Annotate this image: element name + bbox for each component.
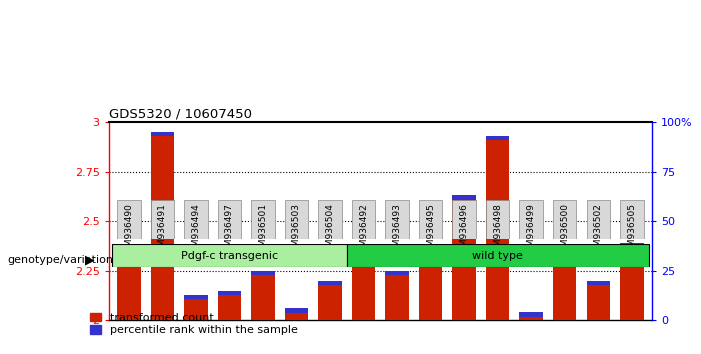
FancyBboxPatch shape bbox=[251, 200, 275, 239]
Text: GSM936493: GSM936493 bbox=[393, 203, 402, 258]
Text: GSM936491: GSM936491 bbox=[158, 203, 167, 258]
Text: GSM936492: GSM936492 bbox=[359, 203, 368, 258]
FancyBboxPatch shape bbox=[452, 200, 476, 239]
Text: GSM936501: GSM936501 bbox=[259, 203, 267, 258]
FancyBboxPatch shape bbox=[347, 244, 648, 267]
Bar bbox=[251, 275, 275, 320]
Bar bbox=[553, 263, 576, 267]
FancyBboxPatch shape bbox=[486, 200, 510, 239]
Bar bbox=[184, 299, 207, 320]
Bar bbox=[318, 285, 341, 320]
FancyBboxPatch shape bbox=[419, 200, 442, 239]
Bar bbox=[151, 132, 174, 136]
Bar bbox=[386, 275, 409, 320]
Bar bbox=[217, 291, 241, 295]
Bar bbox=[452, 195, 476, 200]
Text: GSM936490: GSM936490 bbox=[124, 203, 133, 258]
Bar bbox=[519, 317, 543, 320]
Text: GSM936500: GSM936500 bbox=[560, 203, 569, 258]
Text: GSM936496: GSM936496 bbox=[460, 203, 469, 258]
FancyBboxPatch shape bbox=[318, 200, 341, 239]
FancyBboxPatch shape bbox=[117, 200, 140, 239]
Text: GDS5320 / 10607450: GDS5320 / 10607450 bbox=[109, 108, 252, 121]
Bar bbox=[117, 253, 140, 257]
Text: Pdgf-c transgenic: Pdgf-c transgenic bbox=[181, 251, 278, 261]
Bar bbox=[452, 200, 476, 320]
Bar bbox=[386, 271, 409, 275]
FancyBboxPatch shape bbox=[587, 200, 610, 239]
Bar bbox=[587, 281, 610, 285]
FancyBboxPatch shape bbox=[620, 200, 644, 239]
FancyBboxPatch shape bbox=[386, 200, 409, 239]
Bar bbox=[352, 261, 375, 265]
FancyBboxPatch shape bbox=[519, 200, 543, 239]
Text: GSM936499: GSM936499 bbox=[526, 203, 536, 258]
FancyBboxPatch shape bbox=[184, 200, 207, 239]
Bar bbox=[620, 247, 644, 320]
Bar bbox=[620, 243, 644, 247]
Text: GSM936495: GSM936495 bbox=[426, 203, 435, 258]
FancyBboxPatch shape bbox=[553, 200, 576, 239]
Bar bbox=[587, 285, 610, 320]
Text: GSM936504: GSM936504 bbox=[325, 203, 334, 258]
Bar bbox=[352, 265, 375, 320]
Bar bbox=[486, 141, 510, 320]
Bar bbox=[419, 261, 442, 265]
Text: GSM936497: GSM936497 bbox=[225, 203, 234, 258]
Text: ▶: ▶ bbox=[85, 254, 95, 267]
FancyBboxPatch shape bbox=[112, 244, 347, 267]
Text: GSM936505: GSM936505 bbox=[627, 203, 637, 258]
Text: GSM936503: GSM936503 bbox=[292, 203, 301, 258]
Bar bbox=[217, 295, 241, 320]
Bar bbox=[553, 267, 576, 320]
Bar bbox=[151, 136, 174, 320]
Bar bbox=[318, 281, 341, 285]
FancyBboxPatch shape bbox=[151, 200, 174, 239]
Bar bbox=[285, 313, 308, 320]
FancyBboxPatch shape bbox=[285, 200, 308, 239]
Text: genotype/variation: genotype/variation bbox=[7, 255, 113, 265]
Text: GSM936494: GSM936494 bbox=[191, 203, 200, 258]
Bar bbox=[117, 257, 140, 320]
Bar bbox=[519, 313, 543, 317]
FancyBboxPatch shape bbox=[217, 200, 241, 239]
Bar bbox=[486, 136, 510, 141]
Text: GSM936502: GSM936502 bbox=[594, 203, 603, 258]
Text: wild type: wild type bbox=[472, 251, 523, 261]
FancyBboxPatch shape bbox=[352, 200, 375, 239]
Bar bbox=[419, 265, 442, 320]
Bar bbox=[251, 271, 275, 275]
Text: GSM936498: GSM936498 bbox=[494, 203, 502, 258]
Legend: transformed count, percentile rank within the sample: transformed count, percentile rank withi… bbox=[90, 313, 297, 335]
Bar bbox=[285, 308, 308, 313]
Bar bbox=[184, 295, 207, 299]
